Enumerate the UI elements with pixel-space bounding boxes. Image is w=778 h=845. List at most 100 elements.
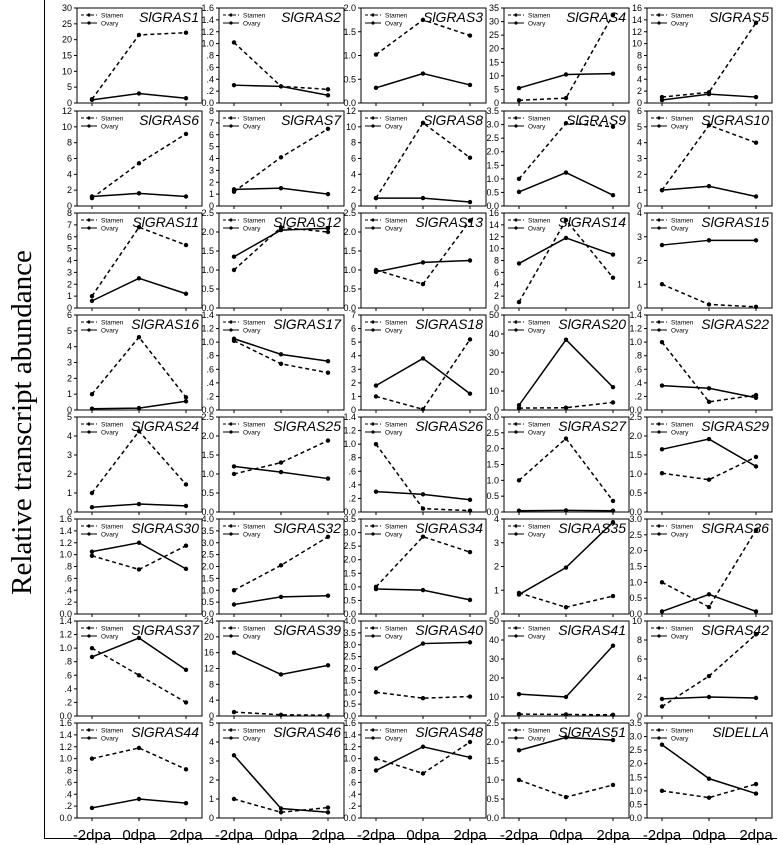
ovary-point <box>420 356 426 361</box>
y-tick-label: 2 <box>67 185 72 195</box>
x-tick-label: 0dpa <box>692 827 726 844</box>
legend-label: Stamen <box>243 13 266 20</box>
y-tick-label: 3.0 <box>343 528 356 538</box>
panel-title: SlGRAS37 <box>131 622 200 638</box>
ovary-point <box>753 238 759 243</box>
ovary-point <box>516 403 522 408</box>
stamen-line <box>233 439 329 475</box>
ovary-point <box>231 82 237 88</box>
y-tick-label: 35 <box>489 3 499 13</box>
ovary-point <box>516 261 522 266</box>
y-tick-label: 0 <box>637 711 642 721</box>
y-tick-label: 4 <box>637 673 642 683</box>
y-tick-label: 1.2 <box>629 324 642 334</box>
y-tick-label: 1.0 <box>629 786 642 796</box>
y-tick-label: 12 <box>62 106 72 116</box>
panel-slgras48: 0.0 .2 .4 .6.8 1.0 1.2 1.4 1.6 SlGRAS48 StamenOva… <box>343 718 487 823</box>
stamen-point <box>706 673 712 679</box>
stamen-point <box>420 17 426 23</box>
stamen-line <box>233 536 329 591</box>
y-tick-label: 4 <box>209 737 214 747</box>
y-tick-label: 24 <box>204 616 214 626</box>
y-tick-label: 8 <box>637 51 642 61</box>
panel-slgras40: 0.0 0.5 1.0 1.52.0 2.5 3.0 3.5 4.0 SlGRAS40 Stame… <box>343 616 487 721</box>
x-tick-label: 0dpa <box>406 827 440 844</box>
ovary-point <box>706 592 712 597</box>
stamen-point <box>420 120 426 126</box>
panel-title: SlGRAS17 <box>273 316 342 332</box>
y-tick-label: 1.4 <box>59 730 72 740</box>
stamen-point <box>467 508 473 513</box>
panel-slgras32: 0.0 0.5 1.0 1.52.0 2.5 3.0 3.5 4.0 SlGRAS32 Stame… <box>201 514 345 619</box>
legend-label: Ovary <box>528 634 546 641</box>
stamen-point <box>325 229 331 235</box>
ovary-line <box>518 338 614 406</box>
y-tick-label: 15 <box>489 57 499 67</box>
y-tick-label: 1.2 <box>59 742 72 752</box>
stamen-point <box>278 460 284 465</box>
stamen-point <box>753 454 759 460</box>
y-tick-label: 1.5 <box>486 460 499 470</box>
legend-marker <box>371 226 375 230</box>
panel-title: SlGRAS42 <box>701 622 769 638</box>
stamen-point <box>136 32 142 38</box>
stamen-line <box>233 41 329 91</box>
legend-label: Stamen <box>243 626 266 633</box>
y-tick-label: 0 <box>494 303 499 313</box>
y-tick-label: 1.0 <box>343 439 356 449</box>
stamen-line <box>375 691 471 699</box>
ovary-point <box>467 597 473 603</box>
legend-label: Ovary <box>243 226 261 233</box>
stamen-line <box>661 22 757 98</box>
ovary-point <box>753 94 759 100</box>
legend-label: Stamen <box>528 626 551 633</box>
legend-marker <box>371 728 375 732</box>
y-tick-label: 6 <box>637 62 642 72</box>
panel-title: SlGRAS14 <box>558 214 626 230</box>
y-tick-label: 1.4 <box>629 310 642 320</box>
stamen-point <box>610 124 616 129</box>
legend-marker <box>371 634 375 638</box>
legend-label: Stamen <box>243 218 266 225</box>
legend-marker <box>514 124 518 128</box>
stamen-point <box>659 704 665 709</box>
y-tick-label: 3.0 <box>486 412 499 422</box>
stamen-line <box>91 430 187 494</box>
y-tick-label: 0.5 <box>486 187 499 197</box>
y-tick-label: 3 <box>67 358 72 368</box>
stamen-line <box>661 529 757 609</box>
legend-label: Ovary <box>101 226 119 233</box>
y-tick-label: 3 <box>209 756 214 766</box>
y-tick-label: 0.5 <box>201 284 214 294</box>
ovary-point <box>231 187 237 192</box>
ovary-line <box>233 338 329 362</box>
stamen-point <box>420 506 426 511</box>
stamen-line <box>91 747 187 770</box>
legend-label: Stamen <box>101 728 124 735</box>
legend-label: Stamen <box>385 524 408 531</box>
ovary-point <box>325 358 331 364</box>
legend-label: Ovary <box>528 124 546 131</box>
y-tick-label: 5 <box>209 718 214 728</box>
panel-title: SlGRAS46 <box>273 724 341 740</box>
y-tick-label: 0.5 <box>629 799 642 809</box>
y-tick-label: 0.0 <box>59 813 72 823</box>
stamen-point <box>373 756 379 761</box>
y-tick-label: 0 <box>67 507 72 517</box>
stamen-point <box>467 549 473 555</box>
y-tick-label: 0.5 <box>343 699 356 709</box>
y-tick-label: .8 <box>634 351 642 361</box>
ovary-point <box>373 586 379 592</box>
stamen-point <box>563 405 569 410</box>
stamen-point <box>278 155 284 160</box>
ovary-point <box>610 643 616 648</box>
ovary-point <box>420 195 426 201</box>
stamen-point <box>278 361 284 367</box>
panel-title: SlGRAS22 <box>701 316 769 332</box>
x-tick-label: -2dpa <box>500 827 539 844</box>
legend-label: Stamen <box>671 422 694 429</box>
y-tick-label: .8 <box>348 766 356 776</box>
ovary-line <box>91 277 187 302</box>
